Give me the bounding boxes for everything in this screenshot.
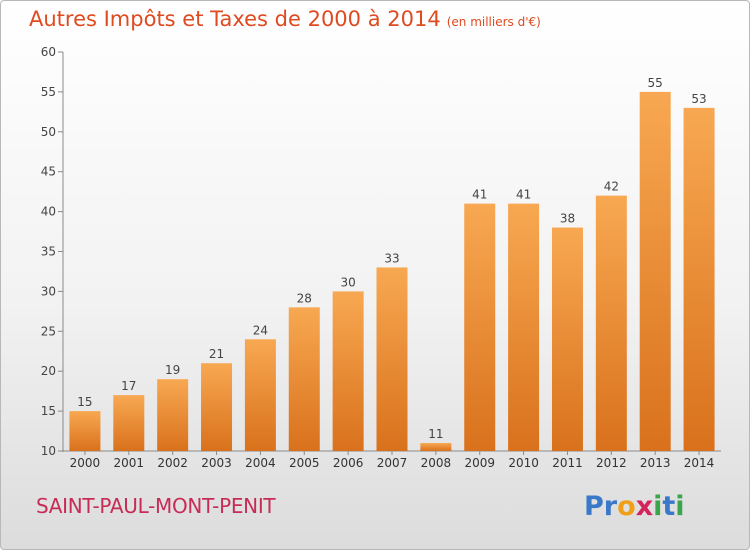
y-tick-label: 45 xyxy=(41,165,56,179)
chart-axes: 10 15 20 25 30 35 40 45 50 55 60 2000 2001 2002 2003 20… xyxy=(41,45,721,470)
x-tick-label: 2005 xyxy=(289,456,320,470)
bar xyxy=(508,203,540,451)
y-tick-label: 50 xyxy=(41,125,56,139)
logo-letter: o xyxy=(617,491,636,522)
x-tick-label: 2012 xyxy=(596,456,627,470)
bar xyxy=(332,291,364,451)
logo-letter: r xyxy=(603,491,618,522)
y-tick-label: 15 xyxy=(41,404,56,418)
y-tick-label: 10 xyxy=(41,444,56,458)
bar-value-label: 33 xyxy=(384,251,399,265)
bar-value-label: 15 xyxy=(77,395,92,409)
x-tick-label: 2014 xyxy=(684,456,715,470)
bar-value-label: 42 xyxy=(604,180,619,194)
bar-value-label: 19 xyxy=(165,363,180,377)
bar-value-label: 41 xyxy=(516,188,531,202)
bar xyxy=(551,227,583,451)
y-tick-label: 55 xyxy=(41,85,56,99)
bar xyxy=(157,379,189,451)
x-tick-label: 2003 xyxy=(201,456,232,470)
x-tick-label: 2010 xyxy=(508,456,539,470)
chart-title: Autres Impôts et Taxes de 2000 à 2014 (en… xyxy=(29,7,541,31)
bar-value-label: 30 xyxy=(340,275,355,289)
bar xyxy=(639,91,671,452)
x-tick-label: 2011 xyxy=(552,456,583,470)
bar-value-label: 11 xyxy=(428,427,443,441)
bar-value-label: 21 xyxy=(209,347,224,361)
bar-value-label: 41 xyxy=(472,188,487,202)
y-tick-label: 35 xyxy=(41,245,56,259)
x-tick-label: 2002 xyxy=(157,456,188,470)
bar xyxy=(683,107,715,452)
x-tick-label: 2006 xyxy=(333,456,364,470)
y-tick-label: 40 xyxy=(41,205,56,219)
chart-subtitle: (en milliers d'€) xyxy=(446,15,541,29)
bar-value-label: 24 xyxy=(253,323,268,337)
bar xyxy=(595,195,627,451)
bar xyxy=(288,307,320,451)
bar-value-label: 38 xyxy=(560,212,575,226)
logo-letter: P xyxy=(584,491,604,522)
logo-letter: i xyxy=(653,491,663,522)
y-tick-label: 20 xyxy=(41,364,56,378)
y-tick-label: 25 xyxy=(41,324,56,338)
bar-value-label: 55 xyxy=(648,76,663,90)
bar xyxy=(464,203,496,451)
x-tick-label: 2000 xyxy=(70,456,101,470)
x-tick-label: 2009 xyxy=(464,456,495,470)
bar-value-label: 17 xyxy=(121,379,136,393)
bar xyxy=(244,339,276,451)
bar xyxy=(69,411,101,451)
logo-letter: x xyxy=(635,491,654,522)
commune-name: SAINT-PAUL-MONT-PENIT xyxy=(36,494,276,518)
logo-letter: i xyxy=(675,491,685,522)
bar xyxy=(420,443,452,451)
x-tick-label: 2004 xyxy=(245,456,276,470)
logo-letter: t xyxy=(662,491,676,522)
bar xyxy=(201,363,233,451)
bar xyxy=(376,267,408,451)
bar-value-label: 28 xyxy=(297,291,312,305)
x-tick-label: 2013 xyxy=(640,456,671,470)
bar xyxy=(113,395,145,451)
x-tick-label: 2008 xyxy=(421,456,452,470)
bar-value-label: 53 xyxy=(691,92,706,106)
y-tick-label: 30 xyxy=(41,284,56,298)
chart-title-text: Autres Impôts et Taxes de 2000 à 2014 xyxy=(29,7,441,31)
x-tick-label: 2001 xyxy=(114,456,145,470)
y-tick-label: 60 xyxy=(41,45,56,59)
proxiti-logo[interactable]: Proxiti xyxy=(584,491,685,522)
bar-series: 15 17 19 21 24 28 30 33 11 41 41 38 42 55 53 xyxy=(69,76,715,452)
x-tick-label: 2007 xyxy=(377,456,408,470)
